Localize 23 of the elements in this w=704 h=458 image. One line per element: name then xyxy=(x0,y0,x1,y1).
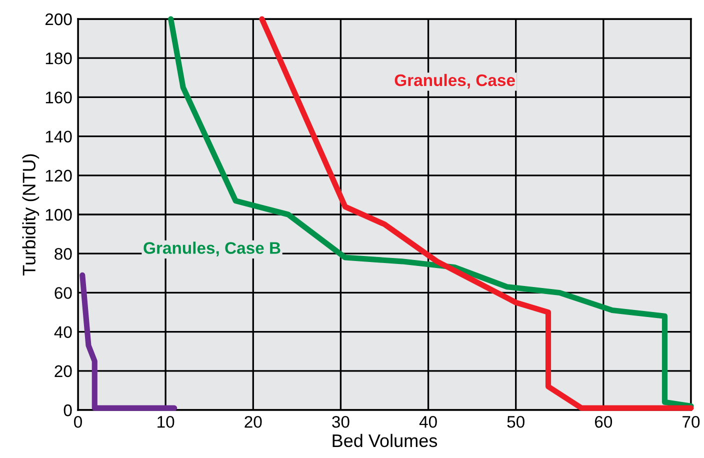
y-tick-label: 160 xyxy=(46,92,72,104)
x-tick-label: 60 xyxy=(595,416,612,428)
x-tick-label: 0 xyxy=(74,416,82,428)
series-label: Granules, Case B xyxy=(144,242,280,256)
text: Granules, Case xyxy=(394,74,515,89)
x-axis-title: Bed Volumes xyxy=(332,434,438,448)
y-tick-label: 80 xyxy=(54,248,72,260)
y-tick-label: 0 xyxy=(64,404,72,416)
y-tick-label: 40 xyxy=(54,326,72,338)
x-tick-label: 70 xyxy=(682,416,700,428)
x-tick-label: 30 xyxy=(332,416,350,428)
x-tick-label: 50 xyxy=(507,416,524,428)
x-tick-label: 20 xyxy=(244,416,262,428)
y-tick-label: 120 xyxy=(46,170,72,182)
y-tick-label: 100 xyxy=(46,208,72,221)
x-tick-label: 40 xyxy=(419,416,437,428)
y-tick-label: 200 xyxy=(45,13,72,26)
y-tick-label: 20 xyxy=(54,365,72,378)
y-axis-title: Turbidity (NTU) xyxy=(22,154,40,276)
y-tick-label: 180 xyxy=(46,52,72,64)
x-tick-label: 10 xyxy=(158,416,174,428)
y-tick-label: 140 xyxy=(46,130,72,143)
y-tick-label: 60 xyxy=(54,287,72,299)
